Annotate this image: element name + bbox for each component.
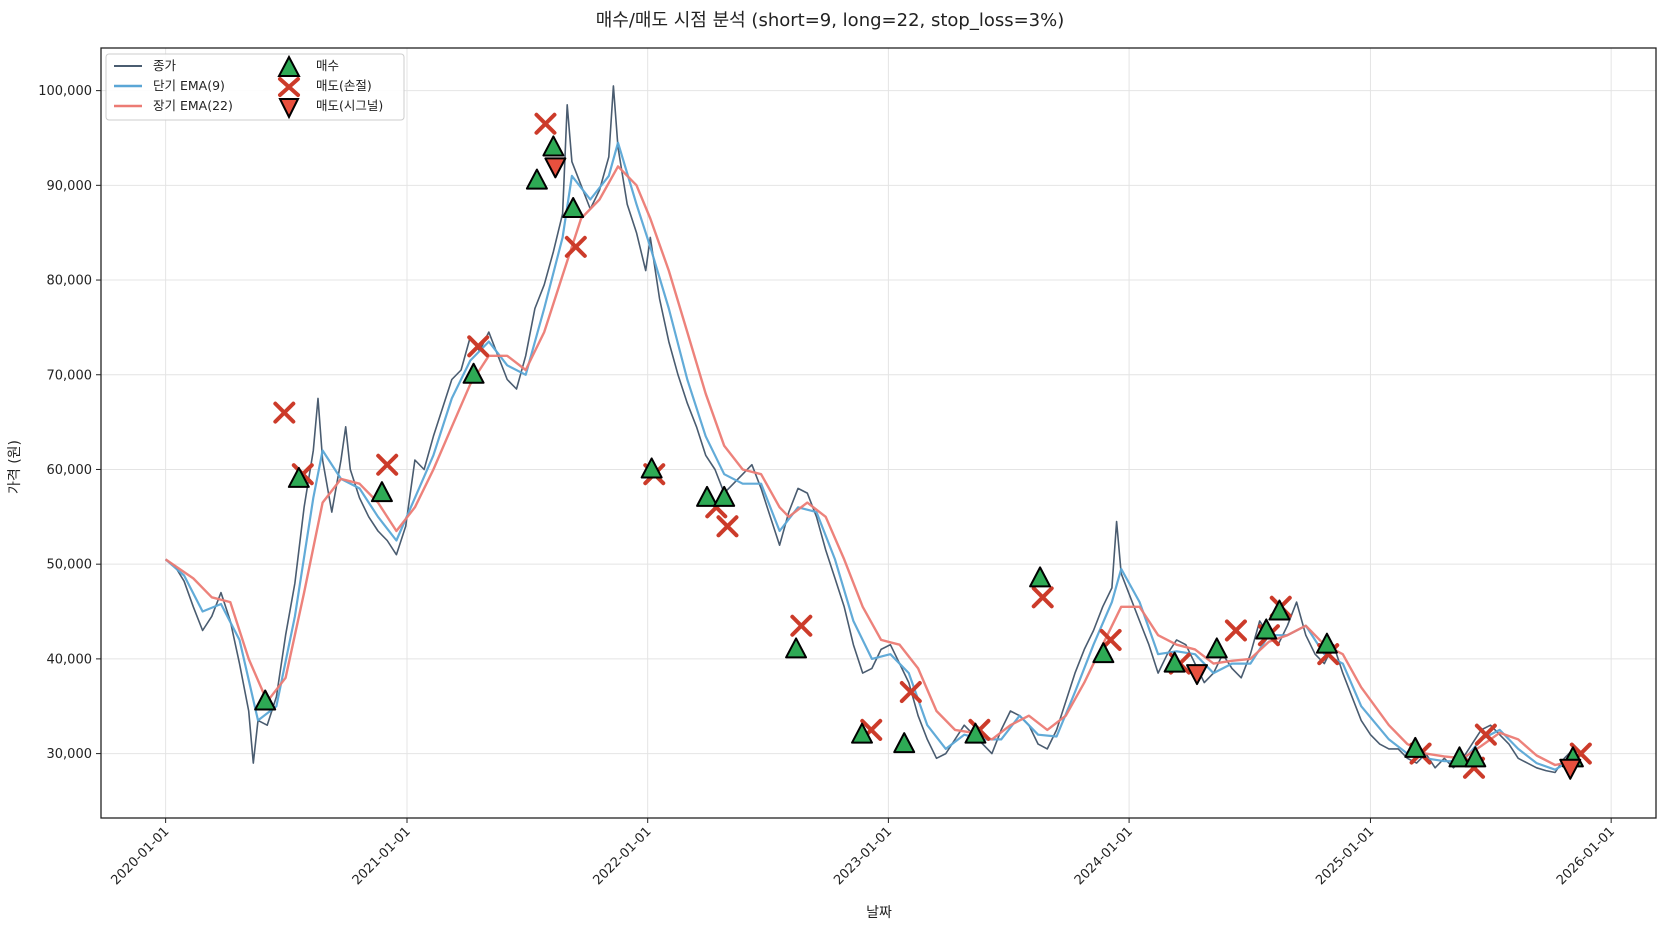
y-tick-label: 70,000 — [47, 368, 93, 383]
stop-loss-marker — [1474, 723, 1497, 746]
buy-marker — [1205, 637, 1228, 659]
buy-marker — [1029, 566, 1052, 588]
y-tick-label: 40,000 — [47, 652, 93, 667]
y-axis: 30,000 40,000 50,000 60,000 70,000 80,000 90,0… — [38, 84, 101, 762]
plot-frame — [100, 47, 1657, 819]
buy-marker — [964, 722, 987, 744]
signal-sell-marker — [544, 157, 567, 179]
x-tick-label: 2026-01-01 — [1554, 824, 1618, 888]
buy-marker — [785, 637, 808, 659]
signal-sell-marker — [1186, 664, 1209, 686]
legend-buy-marker-icon — [277, 54, 301, 77]
x-tick-label: 2021-01-01 — [350, 824, 414, 888]
x-tick-label: 2023-01-01 — [831, 824, 895, 888]
buy-marker — [562, 197, 585, 219]
y-tick-label: 90,000 — [47, 179, 93, 194]
buy-marker — [696, 485, 719, 507]
buy-marker — [1448, 746, 1471, 768]
series-line-ema-long — [164, 165, 1574, 767]
buy-marker — [713, 485, 736, 507]
legend-label-ema-long: 장기 EMA(22) — [153, 98, 233, 113]
y-tick-label: 50,000 — [47, 558, 93, 573]
x-tick-label: 2022-01-01 — [590, 824, 654, 888]
legend-stop-marker-icon — [278, 77, 300, 97]
buy-marker — [893, 732, 916, 754]
stop-loss-marker — [376, 453, 399, 476]
series-line-ema-short — [164, 141, 1575, 771]
legend: 종가 단기 EMA(9) 장기 EMA(22) 매수 매도(손절) 매도(시그널… — [105, 53, 405, 121]
x-tick-label: 2025-01-01 — [1313, 824, 1377, 888]
x-axis: 2020-01-01 2021-01-01 2022-01-01 2023-01-01… — [108, 818, 1618, 888]
y-axis-label: 가격 (원) — [7, 440, 23, 494]
buy-marker — [542, 135, 565, 157]
y-tick-label: 60,000 — [47, 463, 93, 478]
buy-marker — [254, 689, 277, 711]
buy-marker — [462, 362, 485, 384]
chart-title: 매수/매도 시점 분석 (short=9, long=22, stop_loss… — [596, 10, 1065, 31]
stop-loss-marker — [467, 335, 490, 358]
plot-series — [164, 85, 1575, 774]
buy-marker — [1464, 746, 1487, 768]
stop-loss-marker — [534, 112, 557, 135]
stop-loss-marker — [273, 401, 296, 424]
legend-label-close: 종가 — [153, 58, 177, 73]
stop-loss-marker — [1224, 619, 1247, 642]
buy-marker — [370, 481, 393, 503]
x-axis-label: 날짜 — [866, 905, 892, 921]
series-line-close — [165, 85, 1575, 774]
stop-loss-marker — [564, 235, 587, 258]
legend-label-buy: 매수 — [316, 58, 339, 73]
buy-marker — [1092, 642, 1115, 664]
legend-label-ema-short: 단기 EMA(9) — [153, 78, 225, 93]
buy-marker — [1268, 599, 1291, 621]
stop-loss-marker — [899, 681, 922, 704]
y-tick-label: 100,000 — [38, 84, 92, 99]
x-tick-label: 2020-01-01 — [108, 824, 172, 888]
y-tick-label: 80,000 — [47, 274, 93, 289]
signal-sell-marker — [1559, 758, 1582, 780]
buy-marker — [1163, 651, 1186, 673]
buy-marker — [1255, 618, 1278, 640]
stop-loss-marker — [716, 515, 739, 538]
trade-markers — [254, 112, 1592, 780]
buy-marker — [287, 466, 310, 488]
buy-marker — [640, 457, 663, 479]
stop-loss-marker — [790, 614, 813, 637]
legend-box — [105, 53, 405, 121]
stop-loss-marker — [1031, 586, 1054, 609]
buy-marker — [1315, 632, 1338, 654]
legend-label-stop: 매도(손절) — [316, 78, 372, 93]
buy-marker — [851, 722, 874, 744]
legend-label-signal: 매도(시그널) — [316, 98, 383, 113]
buy-marker — [525, 168, 548, 190]
y-tick-label: 30,000 — [47, 747, 93, 762]
legend-signal-marker-icon — [278, 98, 300, 120]
x-tick-label: 2024-01-01 — [1072, 824, 1136, 888]
buy-marker — [1404, 736, 1427, 758]
grid — [101, 48, 1656, 818]
